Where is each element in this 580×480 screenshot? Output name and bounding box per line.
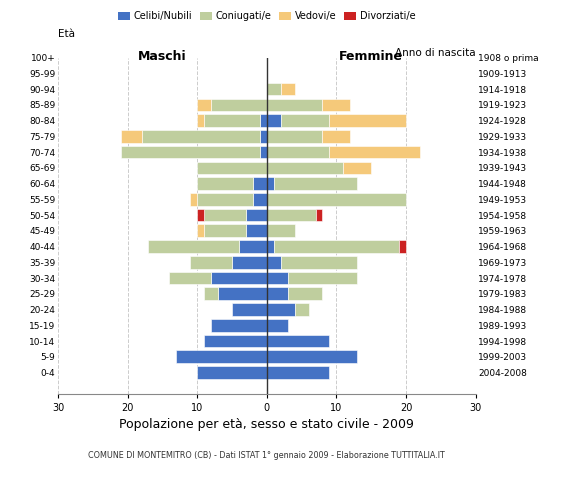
Bar: [267, 319, 288, 332]
Bar: [197, 161, 267, 174]
Legend: Celibi/Nubili, Coniugati/e, Vedovi/e, Divorziati/e: Celibi/Nubili, Coniugati/e, Vedovi/e, Di…: [114, 7, 419, 25]
Bar: [267, 161, 343, 174]
Bar: [232, 256, 267, 269]
Bar: [274, 240, 399, 253]
Text: Popolazione per età, sesso e stato civile - 2009: Popolazione per età, sesso e stato civil…: [119, 418, 414, 431]
Bar: [281, 256, 357, 269]
Bar: [267, 272, 288, 284]
Bar: [267, 114, 281, 127]
Text: Femmine: Femmine: [339, 50, 403, 63]
Bar: [142, 130, 260, 143]
Bar: [316, 209, 322, 221]
Bar: [322, 98, 350, 111]
Bar: [267, 225, 295, 237]
Bar: [295, 303, 309, 316]
Bar: [197, 225, 204, 237]
Bar: [176, 350, 267, 363]
Bar: [267, 350, 357, 363]
Bar: [267, 256, 281, 269]
Bar: [267, 366, 329, 379]
Bar: [121, 130, 142, 143]
Bar: [246, 225, 267, 237]
Bar: [204, 114, 260, 127]
Bar: [211, 272, 267, 284]
Bar: [246, 209, 267, 221]
Bar: [211, 319, 267, 332]
Bar: [204, 225, 246, 237]
Bar: [329, 114, 406, 127]
Bar: [232, 303, 267, 316]
Bar: [267, 146, 329, 158]
Bar: [148, 240, 239, 253]
Bar: [267, 288, 288, 300]
Bar: [267, 303, 295, 316]
Bar: [260, 114, 267, 127]
Text: COMUNE DI MONTEMITRO (CB) - Dati ISTAT 1° gennaio 2009 - Elaborazione TUTTITALIA: COMUNE DI MONTEMITRO (CB) - Dati ISTAT 1…: [88, 451, 445, 460]
Bar: [267, 177, 274, 190]
Bar: [197, 177, 253, 190]
Bar: [281, 114, 329, 127]
Bar: [253, 193, 267, 205]
Bar: [267, 130, 322, 143]
Bar: [169, 272, 211, 284]
Bar: [267, 83, 281, 96]
Bar: [121, 146, 260, 158]
Bar: [204, 288, 218, 300]
Bar: [260, 146, 267, 158]
Bar: [260, 130, 267, 143]
Bar: [204, 335, 267, 348]
Bar: [197, 366, 267, 379]
Bar: [288, 272, 357, 284]
Bar: [197, 209, 204, 221]
Bar: [190, 256, 232, 269]
Bar: [267, 335, 329, 348]
Text: Maschi: Maschi: [138, 50, 187, 63]
Bar: [267, 240, 274, 253]
Bar: [197, 193, 253, 205]
Bar: [274, 177, 357, 190]
Bar: [281, 83, 295, 96]
Bar: [197, 98, 211, 111]
Bar: [267, 193, 406, 205]
Bar: [218, 288, 267, 300]
Bar: [267, 209, 316, 221]
Bar: [329, 146, 420, 158]
Bar: [288, 288, 322, 300]
Bar: [267, 98, 322, 111]
Bar: [197, 114, 204, 127]
Bar: [190, 193, 197, 205]
Bar: [253, 177, 267, 190]
Bar: [343, 161, 371, 174]
Bar: [322, 130, 350, 143]
Bar: [399, 240, 406, 253]
Bar: [204, 209, 246, 221]
Text: Anno di nascita: Anno di nascita: [395, 48, 476, 58]
Bar: [211, 98, 267, 111]
Bar: [239, 240, 267, 253]
Text: Età: Età: [58, 29, 75, 39]
